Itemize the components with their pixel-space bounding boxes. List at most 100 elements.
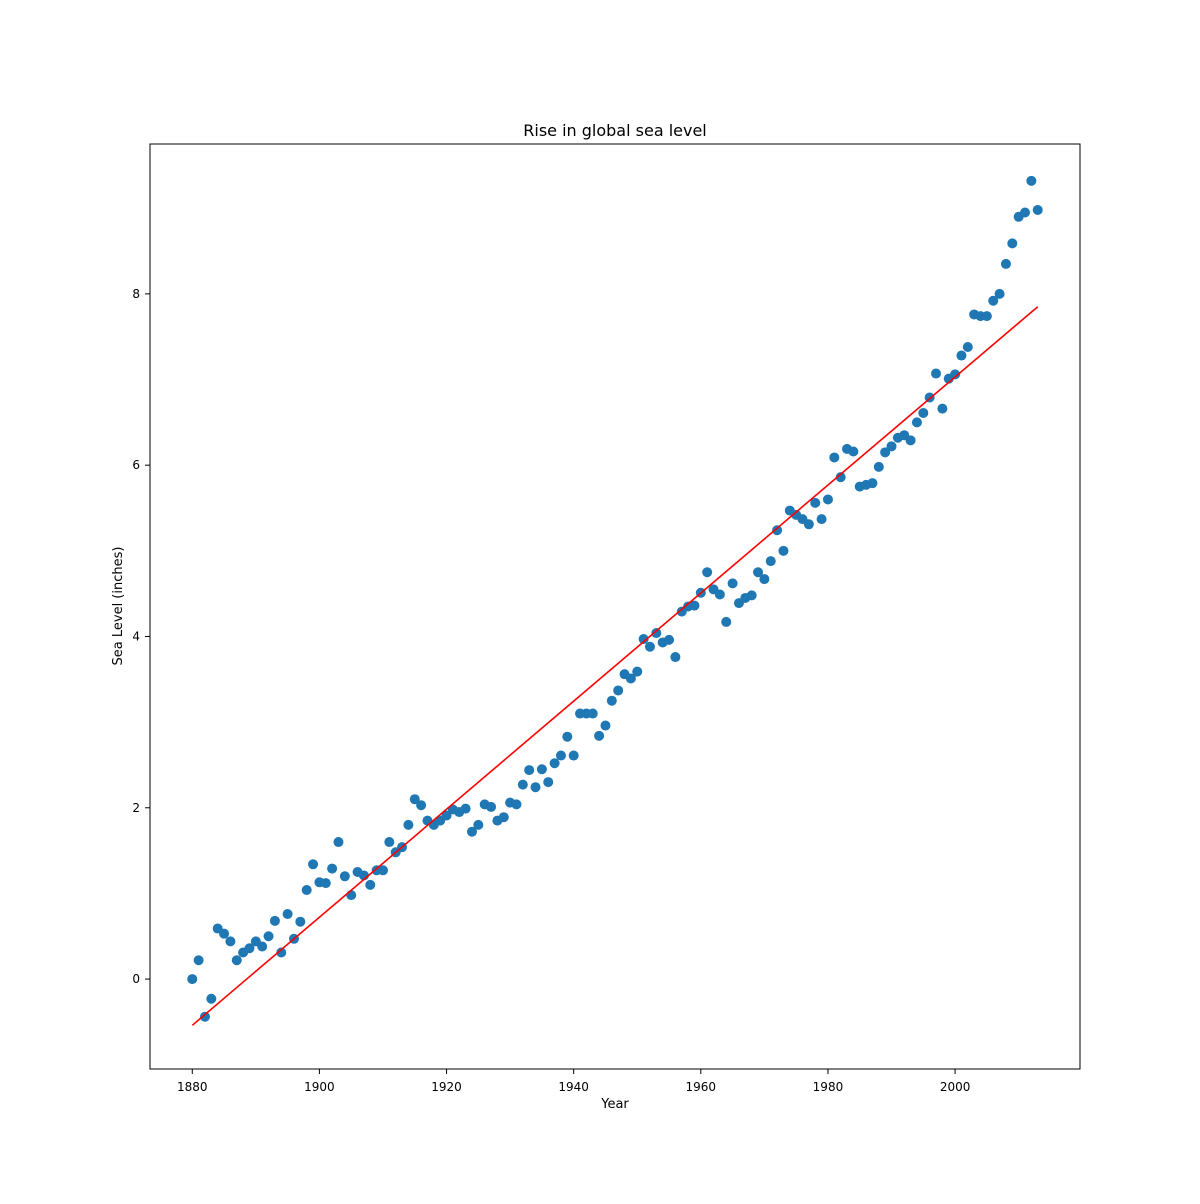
data-point <box>441 810 452 821</box>
data-point <box>638 634 649 645</box>
data-point <box>918 407 929 418</box>
x-tick-label: 1960 <box>686 1080 717 1094</box>
x-tick-label: 1920 <box>431 1080 462 1094</box>
data-point <box>911 417 922 428</box>
y-tick-label: 4 <box>132 629 140 643</box>
data-point <box>1000 258 1011 269</box>
data-point <box>772 525 783 536</box>
data-point <box>244 943 255 954</box>
x-tick-label: 2000 <box>940 1080 971 1094</box>
data-point <box>1026 175 1037 186</box>
data-point <box>753 567 764 578</box>
data-point <box>988 295 999 306</box>
data-point <box>473 819 484 830</box>
data-point <box>810 497 821 508</box>
data-point <box>568 750 579 761</box>
data-point <box>600 720 611 731</box>
data-point <box>956 350 967 361</box>
data-point <box>543 777 554 788</box>
data-point <box>308 859 319 870</box>
data-point <box>199 1011 210 1022</box>
data-point <box>778 545 789 556</box>
data-point <box>880 447 891 458</box>
chart-title: Rise in global sea level <box>523 121 707 140</box>
data-point <box>664 634 675 645</box>
plot-marks <box>187 175 1043 1026</box>
data-point <box>231 955 242 966</box>
data-point <box>333 837 344 848</box>
data-point <box>295 916 306 927</box>
data-point <box>962 341 973 352</box>
data-point <box>1007 238 1018 249</box>
data-point <box>606 695 617 706</box>
data-point <box>803 519 814 530</box>
data-point <box>613 685 624 696</box>
y-tick-label: 8 <box>132 287 140 301</box>
x-tick-label: 1880 <box>177 1080 208 1094</box>
data-point <box>644 641 655 652</box>
data-point <box>219 928 230 939</box>
data-point <box>994 288 1005 299</box>
data-point <box>625 673 636 684</box>
data-point <box>981 311 992 322</box>
data-point <box>187 974 198 985</box>
data-point <box>765 556 776 567</box>
data-point <box>263 931 274 942</box>
data-point <box>320 878 331 889</box>
y-axis-label: Sea Level (inches) <box>111 547 126 666</box>
data-point <box>346 890 357 901</box>
data-point <box>594 730 605 741</box>
data-point <box>301 885 312 895</box>
data-point <box>759 574 770 585</box>
data-point <box>816 514 827 525</box>
data-point <box>931 368 942 379</box>
data-point <box>651 628 662 639</box>
data-point <box>193 955 204 966</box>
x-tick-label: 1900 <box>304 1080 335 1094</box>
data-point <box>377 865 388 876</box>
data-point <box>225 936 236 947</box>
data-point <box>873 461 884 472</box>
y-tick-label: 6 <box>132 458 140 472</box>
data-point <box>905 435 916 446</box>
data-point <box>587 708 598 719</box>
data-point <box>339 871 350 882</box>
data-point <box>327 863 338 874</box>
data-point <box>206 993 217 1004</box>
data-point <box>460 803 471 814</box>
data-point <box>384 837 395 848</box>
data-point <box>517 779 528 790</box>
x-tick-label: 1980 <box>813 1080 844 1094</box>
x-axis-label: Year <box>600 1097 629 1112</box>
data-point <box>632 666 643 677</box>
data-point <box>269 915 280 926</box>
data-point <box>466 826 477 837</box>
data-point <box>486 801 497 812</box>
data-point <box>524 765 535 776</box>
data-point <box>714 589 725 600</box>
data-point <box>950 369 961 380</box>
y-tick-label: 0 <box>132 972 140 986</box>
data-point <box>746 590 757 601</box>
axes: 1880 1900 1920 1940 1960 1980 2000 0 2 4 6 8 <box>132 143 1081 1094</box>
data-point <box>848 446 859 457</box>
data-point <box>276 947 287 958</box>
data-point <box>822 494 833 505</box>
data-point <box>257 941 268 952</box>
y-tick-label: 2 <box>132 801 140 815</box>
data-point <box>409 794 420 805</box>
data-point <box>536 764 547 775</box>
plot-frame <box>149 143 1081 1070</box>
data-point <box>416 800 427 811</box>
data-point <box>670 652 681 663</box>
data-point <box>403 819 414 830</box>
data-point <box>530 782 541 793</box>
data-point <box>721 616 732 627</box>
data-point <box>867 478 878 489</box>
data-point <box>1032 204 1043 215</box>
data-point <box>937 403 948 414</box>
data-point <box>829 452 840 463</box>
data-point <box>702 567 713 578</box>
data-point <box>549 758 560 769</box>
